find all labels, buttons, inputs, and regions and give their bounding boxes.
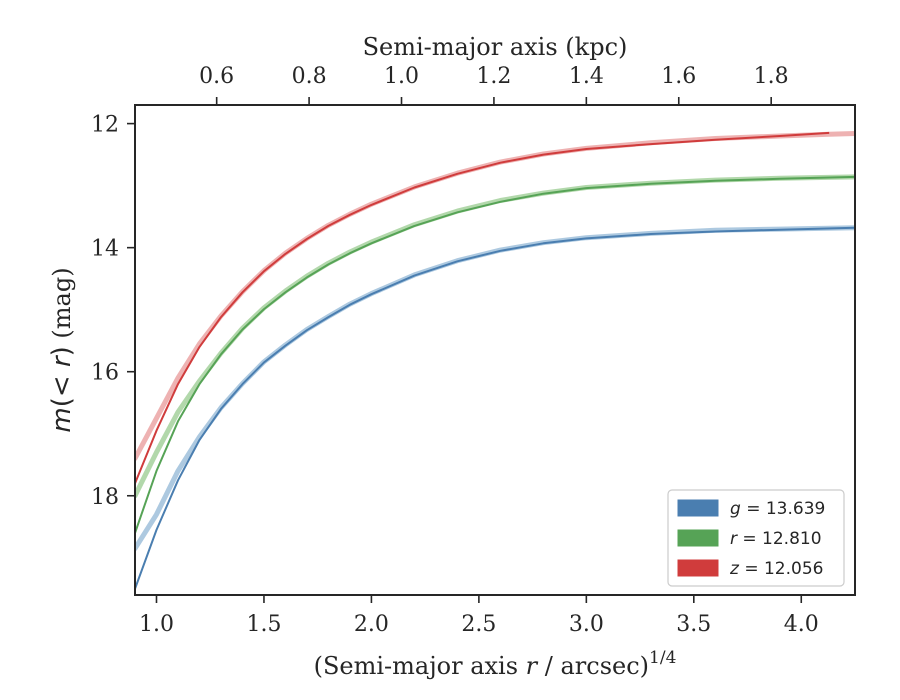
legend-value-z: = 12.056	[739, 559, 824, 579]
legend-band-r: r	[730, 529, 738, 549]
top-tick-label: 1.8	[754, 64, 789, 89]
legend-label-g: g = 13.639	[730, 499, 825, 519]
legend-band-g: g	[730, 499, 741, 519]
legend-value-g: = 13.639	[741, 499, 826, 519]
x-axis-ticks: 1.0 1.5 2.0 2.5 3.0 3.5 4.0	[139, 595, 819, 637]
y-axis-title-lt: <	[47, 367, 77, 397]
top-tick-label: 1.0	[384, 64, 419, 89]
legend-swatch-g	[677, 499, 719, 517]
y-axis-title-unit: (mag)	[48, 267, 76, 346]
x-tick-label: 2.5	[461, 612, 496, 637]
y-tick-label: 18	[91, 485, 119, 510]
top-tick-label: 0.6	[199, 64, 234, 89]
x-tick-label: 3.5	[676, 612, 711, 637]
y-axis-title-var: m	[47, 407, 77, 432]
y-tick-label: 12	[91, 113, 119, 138]
top-axis-ticks: 0.6 0.8 1.0 1.2 1.4 1.6 1.8	[199, 64, 789, 105]
x-tick-label: 2.0	[354, 612, 389, 637]
y-axis-ticks: 12 14 16 18	[91, 113, 135, 510]
x-axis-title-mid: / arcsec)	[537, 652, 649, 680]
x-axis-title-prefix: (Semi-major axis	[314, 652, 526, 680]
x-axis-title-var: r	[526, 652, 539, 680]
legend-value-r: = 12.810	[737, 529, 822, 549]
y-tick-label: 14	[91, 237, 119, 262]
y-axis-title: m(< r) (mag)	[47, 267, 77, 432]
y-axis-title-open: (	[47, 397, 77, 407]
top-tick-label: 0.8	[292, 64, 327, 89]
x-axis-title-sup: 1/4	[649, 648, 676, 668]
x-axis-title: (Semi-major axis r / arcsec)1/4	[314, 648, 677, 680]
legend-band-z: z	[729, 559, 740, 579]
x-tick-label: 1.0	[139, 612, 174, 637]
top-axis-title: Semi-major axis (kpc)	[363, 33, 628, 61]
axes-frame	[134, 104, 856, 596]
series-line-r	[135, 175, 855, 534]
legend-swatch-z	[677, 559, 719, 577]
y-axis-title-close: )	[47, 346, 77, 356]
top-tick-label: 1.2	[476, 64, 511, 89]
top-tick-label: 1.6	[661, 64, 696, 89]
legend: g = 13.639 r = 12.810 z = 12.056	[667, 489, 845, 587]
series-layer	[135, 131, 855, 590]
legend-label-z: z = 12.056	[729, 559, 823, 579]
x-tick-label: 3.0	[569, 612, 604, 637]
series-line-g	[135, 226, 855, 590]
series-line-z	[135, 131, 830, 484]
x-tick-label: 1.5	[246, 612, 281, 637]
y-tick-label: 16	[91, 361, 119, 386]
x-tick-label: 4.0	[784, 612, 819, 637]
legend-label-r: r = 12.810	[730, 529, 822, 549]
legend-swatch-r	[677, 529, 719, 547]
y-axis-title-var2: r	[47, 354, 77, 367]
top-tick-label: 1.4	[569, 64, 604, 89]
